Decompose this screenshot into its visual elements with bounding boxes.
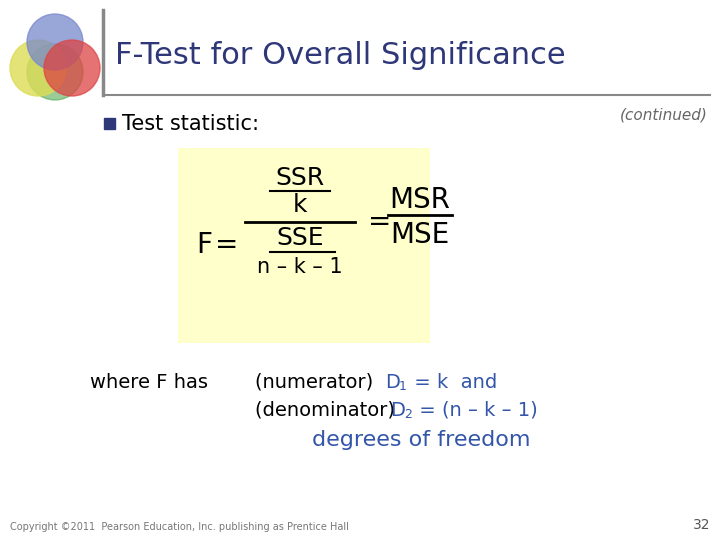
Text: = k  and: = k and xyxy=(408,373,498,392)
Text: 1: 1 xyxy=(399,381,407,394)
Text: = (n – k – 1): = (n – k – 1) xyxy=(413,401,538,420)
Circle shape xyxy=(27,14,83,70)
Text: 2: 2 xyxy=(404,408,412,422)
Text: n – k – 1: n – k – 1 xyxy=(257,257,343,277)
Text: degrees of freedom: degrees of freedom xyxy=(312,430,530,450)
Bar xyxy=(104,118,115,129)
Text: MSR: MSR xyxy=(390,186,451,214)
Circle shape xyxy=(44,40,100,96)
Text: =: = xyxy=(368,208,392,236)
Circle shape xyxy=(27,44,83,100)
Text: =: = xyxy=(215,231,238,259)
Text: Copyright ©2011  Pearson Education, Inc. publishing as Prentice Hall: Copyright ©2011 Pearson Education, Inc. … xyxy=(10,522,349,532)
Text: MSE: MSE xyxy=(390,221,449,249)
Text: (denominator): (denominator) xyxy=(255,401,401,420)
Text: D: D xyxy=(390,401,405,420)
Text: F-Test for Overall Significance: F-Test for Overall Significance xyxy=(115,40,566,70)
Text: F: F xyxy=(196,231,212,259)
Text: (continued): (continued) xyxy=(620,108,708,123)
Text: where F has: where F has xyxy=(90,373,208,392)
Text: (numerator): (numerator) xyxy=(255,373,379,392)
Text: D: D xyxy=(385,373,400,392)
Text: SSR: SSR xyxy=(276,166,325,190)
Circle shape xyxy=(10,40,66,96)
Bar xyxy=(178,148,430,343)
Text: 32: 32 xyxy=(693,518,710,532)
Text: Test statistic:: Test statistic: xyxy=(122,114,259,134)
Text: SSE: SSE xyxy=(276,226,324,250)
Text: k: k xyxy=(293,193,307,217)
